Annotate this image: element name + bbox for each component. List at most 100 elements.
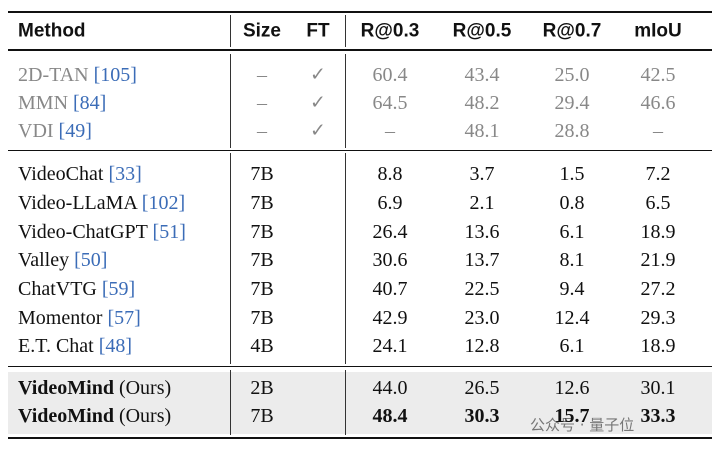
metric-cell: 29.3 (640, 307, 676, 329)
size-cell: 4B (250, 335, 274, 357)
metric-cell: 9.4 (559, 278, 585, 300)
metric-cell: 6.1 (559, 221, 585, 243)
top-rule (8, 11, 712, 13)
size-cell: – (257, 92, 267, 114)
metric-cell: 15.7 (554, 405, 590, 427)
method-name: E.T. Chat (18, 335, 94, 357)
metric-cell: 1.5 (559, 163, 585, 185)
metric-cell: 12.6 (554, 377, 590, 399)
column-rule (230, 54, 231, 148)
metric-cell: 6.9 (377, 192, 403, 214)
method-name: 2D-TAN (18, 64, 89, 86)
group-rule (8, 150, 712, 151)
column-header: Method (18, 20, 86, 42)
method-name: ChatVTG (18, 278, 97, 300)
ft-cell: ✓ (310, 63, 326, 86)
size-cell: 2B (250, 377, 274, 399)
metric-cell: 21.9 (640, 249, 676, 271)
citation: [84] (73, 92, 107, 114)
column-header: FT (306, 20, 330, 42)
size-cell: 7B (250, 192, 274, 214)
method-cell: 2D-TAN [105] (18, 65, 137, 85)
method-cell: Video-LLaMA [102] (18, 193, 185, 213)
metric-cell: 18.9 (640, 335, 676, 357)
header-rule (8, 49, 712, 51)
method-cell: ChatVTG [59] (18, 279, 135, 299)
metric-cell: – (385, 120, 395, 142)
citation: [105] (93, 64, 137, 86)
metric-cell: 12.4 (554, 307, 590, 329)
column-header: R@0.5 (452, 20, 512, 42)
metric-cell: 2.1 (469, 192, 495, 214)
metric-cell: 43.4 (464, 64, 500, 86)
metric-cell: 42.5 (640, 64, 676, 86)
citation: [49] (58, 120, 92, 142)
metric-cell: 25.0 (554, 64, 590, 86)
method-name: VideoMind (18, 377, 114, 399)
metric-cell: 7.2 (645, 163, 671, 185)
metric-cell: 29.4 (554, 92, 590, 114)
group-rule (8, 366, 712, 367)
citation: [50] (74, 249, 108, 271)
metric-cell: 12.8 (464, 335, 500, 357)
method-suffix: (Ours) (118, 405, 172, 427)
method-suffix: (Ours) (118, 377, 172, 399)
metric-cell: 48.1 (464, 120, 500, 142)
column-header: Size (242, 20, 282, 42)
metric-cell: 26.5 (464, 377, 500, 399)
metric-cell: 13.6 (464, 221, 500, 243)
metric-cell: 28.8 (554, 120, 590, 142)
citation: [59] (101, 278, 136, 300)
metric-cell: 60.4 (372, 64, 408, 86)
column-rule (345, 15, 346, 47)
method-name: MMN (18, 92, 69, 114)
size-cell: – (257, 64, 267, 86)
method-cell: Valley [50] (18, 250, 107, 270)
column-rule (345, 370, 346, 435)
metric-cell: 18.9 (640, 221, 676, 243)
method-cell: VideoMind (Ours) (18, 406, 171, 426)
metric-cell: 26.4 (372, 221, 408, 243)
ft-cell: ✓ (310, 119, 326, 142)
citation: [102] (141, 192, 186, 214)
method-name: VideoMind (18, 405, 114, 427)
method-cell: MMN [84] (18, 93, 106, 113)
metric-cell: 27.2 (640, 278, 676, 300)
metric-cell: 23.0 (464, 307, 500, 329)
method-cell: VideoChat [33] (18, 164, 142, 184)
column-rule (345, 153, 346, 364)
size-cell: 7B (250, 307, 274, 329)
metric-cell: 6.1 (559, 335, 585, 357)
method-cell: Video-ChatGPT [51] (18, 222, 186, 242)
method-name: Momentor (18, 307, 103, 329)
ft-cell: ✓ (310, 91, 326, 114)
column-header: R@0.7 (542, 20, 602, 42)
size-cell: 7B (250, 163, 274, 185)
citation: [57] (107, 307, 141, 329)
column-rule (345, 54, 346, 148)
metric-cell: 48.2 (464, 92, 500, 114)
size-cell: 7B (250, 249, 274, 271)
metric-cell: 22.5 (464, 278, 500, 300)
metric-cell: 64.5 (372, 92, 408, 114)
column-rule (230, 15, 231, 47)
column-rule (230, 370, 231, 435)
bottom-rule (8, 437, 712, 439)
metric-cell: 44.0 (372, 377, 408, 399)
size-cell: 7B (250, 221, 274, 243)
method-cell: VDI [49] (18, 121, 92, 141)
metric-cell: 30.3 (464, 405, 500, 427)
size-cell: 7B (250, 278, 274, 300)
metric-cell: 30.6 (372, 249, 408, 271)
metric-cell: 24.1 (372, 335, 408, 357)
method-cell: E.T. Chat [48] (18, 336, 132, 356)
column-header: R@0.3 (360, 20, 420, 42)
column-rule (230, 153, 231, 364)
method-name: Video-LLaMA (18, 192, 137, 214)
citation: [51] (152, 221, 186, 243)
metric-cell: 0.8 (559, 192, 585, 214)
metric-cell: 48.4 (372, 405, 408, 427)
metric-cell: 33.3 (640, 405, 676, 427)
citation: [48] (98, 335, 133, 357)
